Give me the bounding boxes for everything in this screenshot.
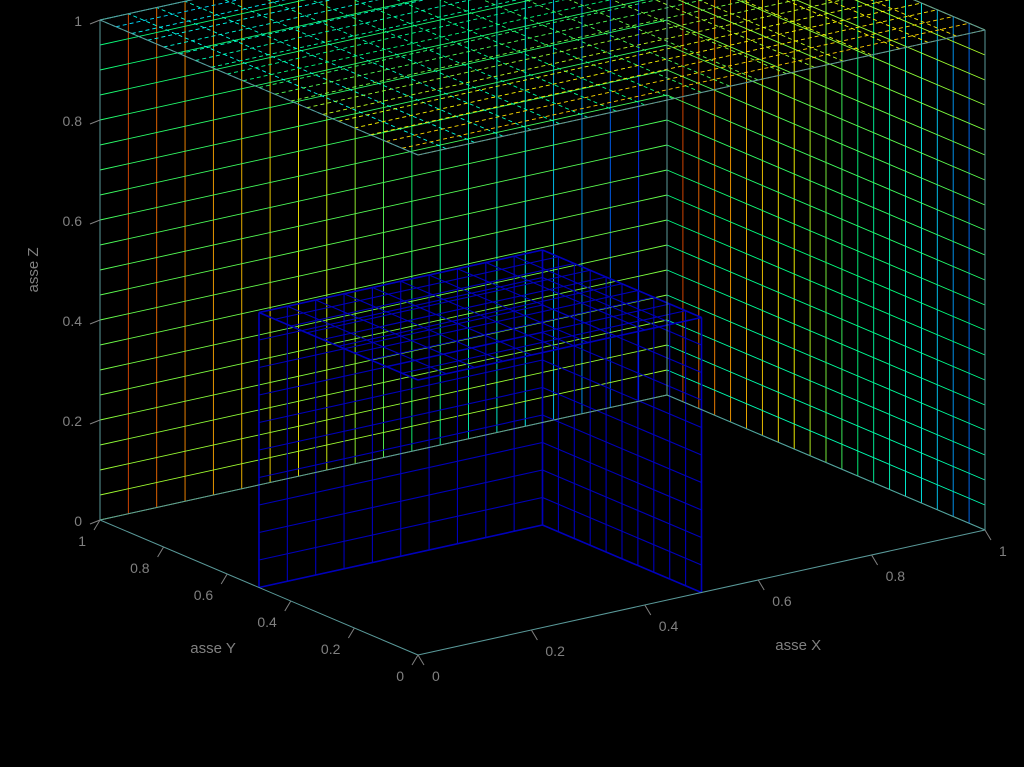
svg-text:0.4: 0.4 [659,618,679,634]
svg-text:0.2: 0.2 [321,641,341,657]
svg-text:0.8: 0.8 [63,113,83,129]
svg-text:1: 1 [78,533,86,549]
svg-text:0.6: 0.6 [194,587,214,603]
3d-wireframe-plot: 0 0.2 0.4 0.6 0.8 1 0 0.2 0.4 0.6 0.8 1 0 0.2 0.4 0.6 0.… [0,0,1024,767]
axis-label-x: asse X [775,637,821,654]
svg-text:0.6: 0.6 [63,213,83,229]
svg-text:0.2: 0.2 [545,643,565,659]
svg-text:0.4: 0.4 [257,614,277,630]
svg-text:0.2: 0.2 [63,413,83,429]
svg-text:1: 1 [74,13,82,29]
svg-text:0.4: 0.4 [63,313,83,329]
svg-text:0: 0 [74,513,82,529]
axis-label-y: asse Y [190,640,236,657]
svg-text:0: 0 [396,668,404,684]
svg-text:0.6: 0.6 [772,593,792,609]
svg-text:0.8: 0.8 [130,560,150,576]
svg-text:0: 0 [432,668,440,684]
svg-text:0.8: 0.8 [886,568,906,584]
svg-text:1: 1 [999,543,1007,559]
axis-label-z: asse Z [25,247,42,292]
